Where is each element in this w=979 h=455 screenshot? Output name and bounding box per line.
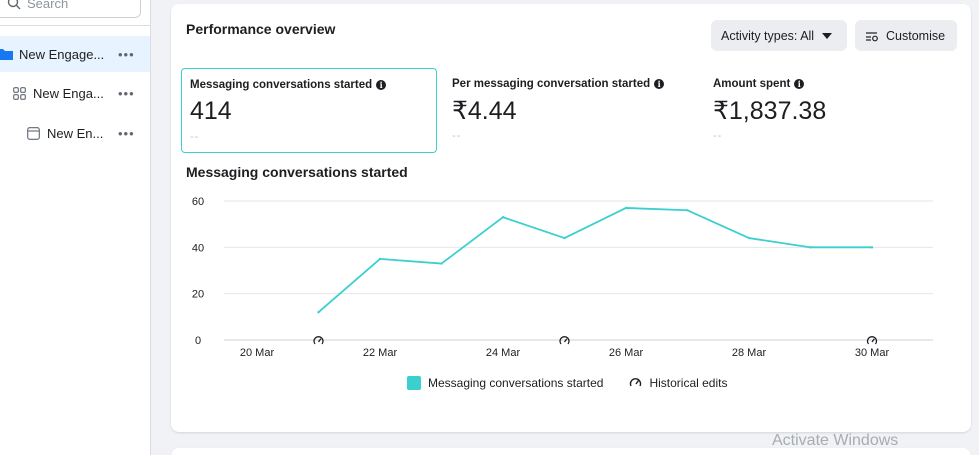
legend-label: Messaging conversations started bbox=[428, 376, 604, 390]
more-options-icon[interactable]: ••• bbox=[118, 125, 135, 141]
customise-button[interactable]: Customise bbox=[855, 20, 957, 51]
metric-cost-per-conversation[interactable]: Per messaging conversation started i ₹4.4… bbox=[444, 68, 694, 153]
y-tick-label: 20 bbox=[192, 289, 204, 301]
data-point bbox=[378, 257, 382, 261]
activate-windows-watermark: Activate Windows bbox=[772, 432, 899, 449]
info-icon[interactable]: i bbox=[376, 80, 387, 90]
data-point bbox=[686, 209, 689, 212]
search-input[interactable] bbox=[27, 0, 127, 11]
data-point bbox=[747, 236, 751, 240]
data-point bbox=[563, 236, 566, 240]
x-tick-label: 22 Mar bbox=[363, 347, 398, 359]
x-tick-label: 20 Mar bbox=[240, 347, 275, 359]
tree-item-campaign[interactable]: New Engage... ••• bbox=[0, 36, 150, 72]
metric-compare: -- bbox=[190, 131, 200, 143]
metric-compare: -- bbox=[452, 130, 462, 142]
card-title: Performance overview bbox=[186, 21, 336, 37]
historical-edit-icon bbox=[866, 336, 878, 345]
data-point bbox=[870, 246, 874, 249]
sidebar-divider bbox=[0, 25, 150, 26]
search-box[interactable] bbox=[0, 0, 141, 18]
x-tick-label: 24 Mar bbox=[486, 347, 521, 359]
tree-item-label: New En... bbox=[47, 125, 104, 141]
info-icon[interactable]: i bbox=[794, 79, 805, 89]
conversations-chart: 0 20 40 60 20 Mar 22 Mar 24 Mar 26 Mar 28 Mar 30 … bbox=[192, 196, 933, 359]
metric-label-text: Per messaging conversation started bbox=[452, 78, 651, 90]
historical-edit-icon bbox=[559, 336, 570, 345]
historical-edit-marker[interactable] bbox=[866, 336, 878, 345]
legend-swatch bbox=[407, 376, 421, 390]
adset-grid-icon bbox=[13, 86, 26, 100]
data-point bbox=[809, 246, 812, 249]
activity-types-button[interactable]: Activity types: All bbox=[711, 20, 847, 51]
chart-title: Messaging conversations started bbox=[186, 164, 408, 180]
historical-edit-icon bbox=[630, 378, 642, 387]
info-icon[interactable]: i bbox=[654, 79, 665, 89]
historical-edit-needle bbox=[871, 338, 875, 343]
historical-edit-needle bbox=[563, 338, 568, 343]
metric-amount-spent[interactable]: Amount spent i ₹1,837.38 -- bbox=[705, 68, 955, 153]
more-options-icon[interactable]: ••• bbox=[118, 85, 135, 101]
y-tick-label: 0 bbox=[195, 335, 201, 347]
data-point bbox=[501, 216, 505, 219]
metric-label: Per messaging conversation started i bbox=[452, 78, 665, 90]
historical-edit-marker[interactable] bbox=[559, 336, 570, 345]
tree-item-label: New Engage... bbox=[19, 46, 105, 62]
more-options-icon[interactable]: ••• bbox=[118, 46, 135, 62]
legend-label: Historical edits bbox=[649, 376, 728, 390]
y-tick-label: 40 bbox=[192, 242, 204, 254]
sidebar: New Engage... ••• New Enga... ••• New En… bbox=[0, 0, 151, 455]
metric-conversations[interactable]: Messaging conversations started i 414 -- bbox=[181, 68, 437, 153]
legend-historical-edits: Historical edits bbox=[629, 376, 727, 390]
performance-overview-card: Performance overview Activity types: All… bbox=[171, 4, 971, 432]
x-tick-label: 28 Mar bbox=[732, 347, 767, 359]
metric-compare: -- bbox=[713, 130, 723, 142]
historical-edit-icon bbox=[313, 336, 324, 345]
data-point bbox=[624, 206, 628, 210]
metric-label: Amount spent i bbox=[713, 78, 805, 90]
tree-item-ad[interactable]: New En... ••• bbox=[0, 115, 150, 151]
y-tick-label: 60 bbox=[192, 196, 204, 208]
metric-value: 414 bbox=[190, 97, 232, 125]
search-icon bbox=[7, 0, 21, 10]
metric-label-text: Messaging conversations started bbox=[190, 79, 373, 91]
tree-item-label: New Enga... bbox=[33, 85, 104, 101]
folder-icon bbox=[0, 47, 14, 61]
ad-window-icon bbox=[27, 126, 40, 140]
historical-edit-needle bbox=[317, 338, 322, 343]
activity-types-label: Activity types: All bbox=[721, 28, 815, 43]
x-tick-label: 26 Mar bbox=[609, 347, 644, 359]
caret-down-icon bbox=[822, 32, 833, 39]
secondary-card bbox=[171, 448, 971, 455]
metric-label-text: Amount spent bbox=[713, 78, 791, 90]
data-point bbox=[317, 311, 320, 314]
customise-icon bbox=[866, 31, 878, 41]
metric-label: Messaging conversations started i bbox=[190, 79, 387, 91]
chart-legend: Messaging conversations started Historic… bbox=[407, 376, 727, 390]
metric-value: ₹4.44 bbox=[452, 97, 517, 125]
historical-edit-marker[interactable] bbox=[313, 336, 324, 345]
series-line bbox=[317, 207, 872, 313]
data-point bbox=[440, 262, 443, 265]
metric-value: ₹1,837.38 bbox=[713, 97, 827, 125]
x-tick-label: 30 Mar bbox=[855, 347, 890, 359]
tree-item-adset[interactable]: New Enga... ••• bbox=[0, 75, 150, 111]
customise-label: Customise bbox=[886, 28, 946, 43]
